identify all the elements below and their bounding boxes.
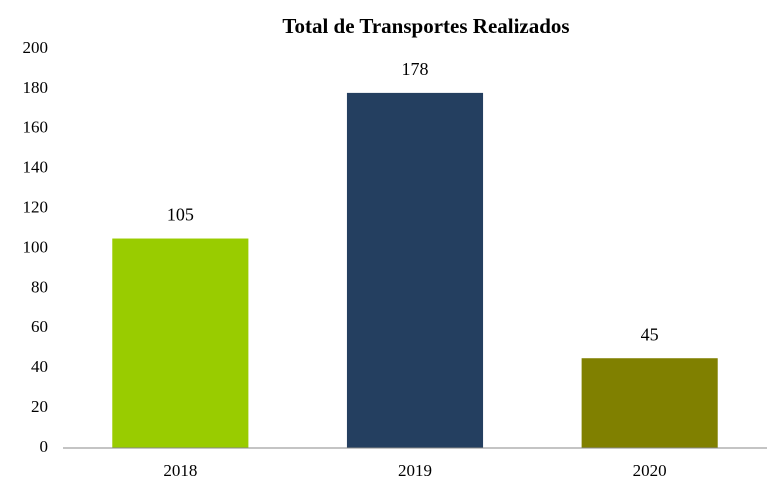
y-tick-label: 0	[40, 437, 49, 456]
x-tick-label: 2019	[398, 461, 432, 480]
data-label: 45	[641, 324, 659, 344]
x-tick-label: 2020	[633, 461, 667, 480]
chart-title: Total de Transportes Realizados	[282, 14, 569, 38]
y-tick-label: 100	[23, 237, 49, 256]
y-tick-label: 40	[31, 357, 48, 376]
y-tick-label: 80	[31, 277, 48, 296]
y-tick-label: 120	[23, 198, 49, 217]
y-tick-label: 160	[23, 118, 49, 137]
x-tick-label: 2018	[163, 461, 197, 480]
data-label: 178	[402, 59, 429, 79]
y-tick-label: 180	[23, 78, 49, 97]
y-tick-label: 200	[23, 38, 49, 57]
bar	[581, 358, 718, 448]
y-tick-label: 140	[23, 158, 49, 177]
bar	[112, 238, 249, 448]
bar	[346, 92, 484, 448]
y-tick-label: 20	[31, 397, 48, 416]
data-label: 105	[167, 205, 194, 225]
y-tick-label: 60	[31, 317, 48, 336]
